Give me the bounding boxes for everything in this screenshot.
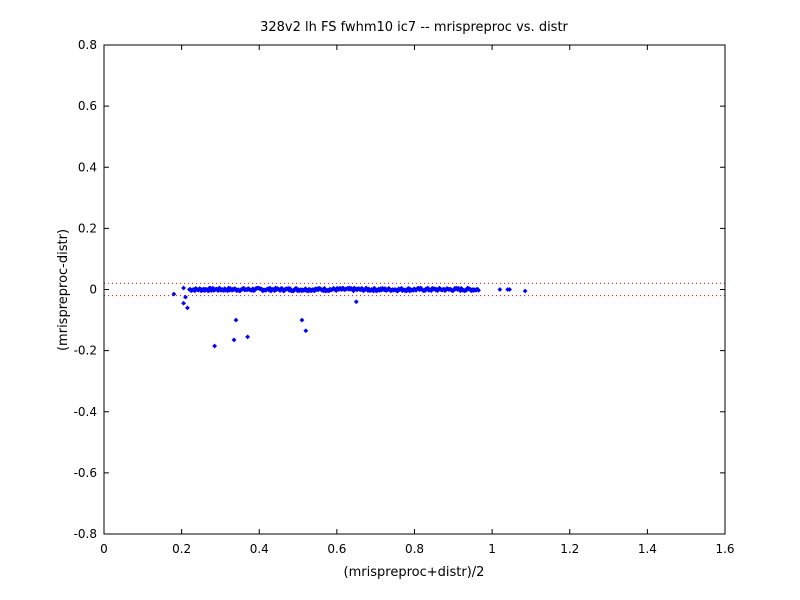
data-point xyxy=(303,328,309,334)
data-point xyxy=(231,337,237,343)
y-tick-label: 0.6 xyxy=(78,99,97,113)
data-point xyxy=(303,286,308,292)
x-tick-label: 0 xyxy=(100,542,108,556)
data-point xyxy=(370,288,376,294)
data-point xyxy=(464,287,470,293)
x-tick-label: 0.8 xyxy=(405,542,424,556)
y-tick-label: 0 xyxy=(89,283,97,297)
data-point xyxy=(476,287,481,293)
x-axis-ticks: 0 0.2 0.4 0.6 0.8 1 1.2 1.4 1.6 xyxy=(100,45,735,556)
x-tick-label: 1 xyxy=(488,542,496,556)
data-point xyxy=(192,288,198,294)
data-point xyxy=(279,285,285,291)
data-point xyxy=(497,287,503,292)
data-point xyxy=(181,300,186,306)
y-tick-label: 0.2 xyxy=(78,221,97,235)
y-tick-label: -0.8 xyxy=(74,527,97,541)
data-points xyxy=(171,285,528,349)
y-tick-label: 0.8 xyxy=(78,38,97,52)
data-point xyxy=(339,287,345,293)
data-point xyxy=(212,343,218,349)
x-tick-label: 0.2 xyxy=(172,542,191,556)
chart-title: 328v2 lh FS fwhm10 ic7 -- mrispreproc vs… xyxy=(260,20,568,35)
data-point xyxy=(422,288,428,294)
x-tick-label: 0.6 xyxy=(327,542,346,556)
y-tick-label: 0.4 xyxy=(78,160,97,174)
data-point xyxy=(507,287,512,292)
data-point xyxy=(429,288,434,293)
x-tick-label: 1.6 xyxy=(715,542,734,556)
y-tick-label: -0.2 xyxy=(74,344,97,358)
data-point xyxy=(181,285,186,291)
x-tick-label: 1.4 xyxy=(638,542,657,556)
x-tick-label: 0.4 xyxy=(250,542,269,556)
data-point xyxy=(353,299,359,305)
data-point xyxy=(221,288,227,293)
data-point xyxy=(404,288,410,294)
data-point xyxy=(233,317,239,323)
data-point xyxy=(207,285,213,291)
data-point xyxy=(522,288,528,294)
data-point xyxy=(196,287,201,293)
data-point xyxy=(171,291,177,297)
y-axis-ticks: 0.8 0.6 0.4 0.2 0 -0.2 -0.4 -0.6 -0.8 xyxy=(74,38,725,541)
data-point xyxy=(458,285,464,291)
data-point xyxy=(299,317,305,323)
y-axis-label: (mrispreproc-distr) xyxy=(56,229,71,351)
x-tick-label: 1.2 xyxy=(560,542,579,556)
data-point xyxy=(185,305,190,311)
y-tick-label: -0.4 xyxy=(74,405,97,419)
data-point xyxy=(215,288,221,293)
data-point xyxy=(245,334,251,340)
y-tick-label: -0.6 xyxy=(74,466,97,480)
data-point xyxy=(183,294,188,300)
data-point xyxy=(395,288,401,294)
x-axis-label: (mrispreproc+distr)/2 xyxy=(344,565,485,580)
